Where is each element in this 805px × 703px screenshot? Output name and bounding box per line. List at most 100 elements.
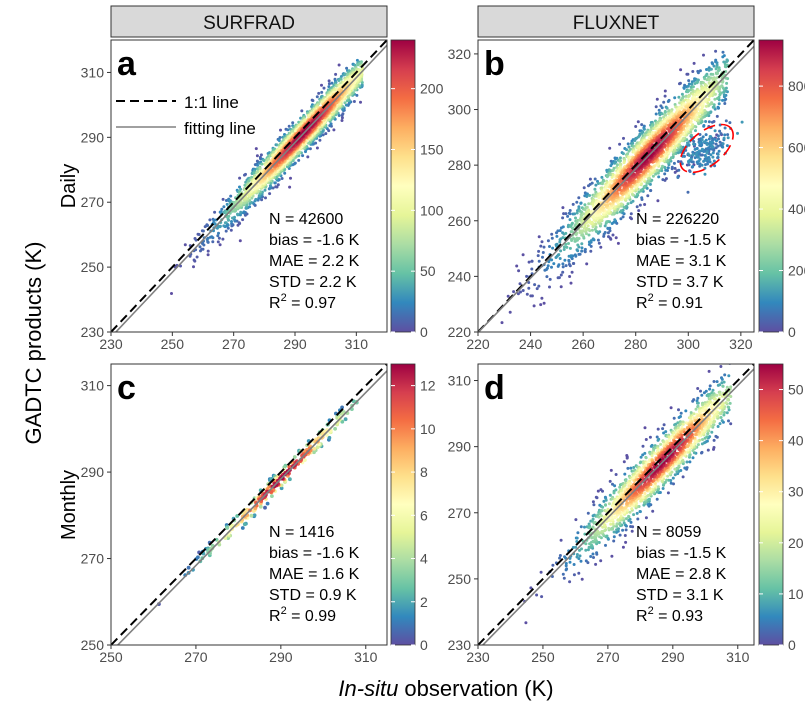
- scatter-point: [711, 155, 715, 159]
- scatter-point: [360, 81, 364, 84]
- scatter-point: [686, 141, 689, 145]
- row-label-monthly: Monthly: [58, 470, 80, 540]
- scatter-point: [721, 55, 725, 59]
- one-to-one-line: [111, 40, 387, 332]
- scatter-point: [721, 50, 725, 54]
- scatter-point: [239, 187, 243, 191]
- scatter-point: [687, 79, 691, 83]
- scatter-point: [283, 167, 287, 171]
- scatter-point: [555, 234, 559, 238]
- scatter-point: [568, 218, 572, 222]
- y-tick-label: 250: [81, 259, 105, 275]
- scatter-point: [714, 67, 718, 71]
- scatter-point: [577, 196, 581, 200]
- scatter-point: [255, 154, 259, 158]
- scatter-point: [712, 159, 716, 163]
- scatter-point: [550, 258, 554, 262]
- scatter-point: [588, 194, 591, 197]
- scatter-point: [280, 177, 284, 180]
- column-strip-surfrad: SURFRAD: [110, 5, 388, 38]
- scatter-point: [574, 216, 577, 220]
- scatter-point: [707, 146, 711, 150]
- scatter-point: [666, 166, 670, 170]
- scatter-point: [259, 153, 263, 157]
- scatter-point: [564, 264, 568, 268]
- scatter-point: [288, 185, 292, 189]
- scatter-point: [225, 202, 229, 206]
- scatter-point: [260, 198, 264, 202]
- scatter-point: [691, 70, 695, 73]
- scatter-point: [230, 220, 233, 223]
- scatter-point: [352, 100, 356, 103]
- scatter-point: [618, 156, 622, 160]
- scatter-point: [170, 292, 173, 295]
- scatter-point: [589, 249, 593, 253]
- scatter-point: [664, 113, 667, 117]
- scatter-point: [559, 285, 563, 289]
- scatter-point: [619, 202, 623, 206]
- scatter-point: [691, 150, 695, 154]
- scatter-point: [596, 238, 600, 242]
- scatter-point: [689, 157, 693, 161]
- colorbar-tick-label: 0: [420, 324, 428, 340]
- scatter-point: [723, 102, 727, 105]
- scatter-point: [688, 170, 692, 173]
- scatter-point: [611, 233, 615, 237]
- scatter-point: [596, 182, 600, 185]
- scatter-point: [676, 160, 680, 163]
- scatter-point: [576, 243, 580, 247]
- scatter-point: [337, 79, 341, 82]
- scatter-point: [660, 167, 664, 170]
- scatter-point: [651, 174, 655, 178]
- scatter-point: [701, 135, 705, 139]
- scatter-point: [704, 120, 708, 123]
- scatter-point: [699, 153, 703, 157]
- scatter-point: [572, 236, 575, 240]
- scatter-point: [518, 282, 522, 286]
- scatter-point: [561, 206, 565, 210]
- scatter-point: [224, 199, 228, 202]
- scatter-point: [230, 222, 234, 226]
- scatter-point: [575, 200, 579, 204]
- scatter-point: [563, 258, 567, 262]
- scatter-point: [634, 125, 638, 128]
- stats-line: STD = 2.2 K: [269, 274, 357, 291]
- scatter-point: [237, 221, 241, 225]
- scatter-point: [590, 181, 594, 185]
- scatter-point: [600, 182, 604, 186]
- scatter-point: [673, 166, 677, 170]
- scatter-point: [258, 169, 262, 173]
- scatter-point: [654, 105, 658, 109]
- scatter-point: [640, 123, 644, 127]
- scatter-point: [664, 177, 668, 181]
- scatter-point: [561, 265, 565, 269]
- scatter-point: [575, 236, 579, 240]
- scatter-point: [265, 160, 269, 164]
- scatter-point: [719, 132, 723, 136]
- scatter-point: [588, 177, 592, 181]
- y-tick-label: 230: [81, 324, 105, 340]
- scatter-point: [711, 62, 715, 66]
- stats-line: N = 42600: [269, 211, 343, 228]
- x-tick-label: 290: [283, 336, 307, 352]
- scatter-point: [264, 163, 268, 167]
- scatter-point: [310, 105, 314, 109]
- scatter-point: [610, 222, 614, 225]
- scatter-point: [707, 78, 711, 82]
- scatter-point: [506, 294, 510, 298]
- scatter-point: [567, 242, 570, 245]
- scatter-point: [320, 83, 323, 87]
- scatter-point: [716, 71, 720, 75]
- scatter-point: [573, 253, 577, 257]
- scatter-point: [722, 90, 726, 94]
- scatter-point: [208, 218, 212, 222]
- scatter-point: [709, 110, 713, 114]
- scatter-point: [663, 172, 667, 176]
- scatter-point: [704, 104, 708, 108]
- scatter-point: [210, 235, 214, 239]
- scatter-point: [621, 215, 625, 219]
- scatter-point: [693, 156, 697, 160]
- scatter-point: [615, 211, 619, 215]
- scatter-point: [537, 259, 541, 263]
- scatter-point: [308, 147, 312, 151]
